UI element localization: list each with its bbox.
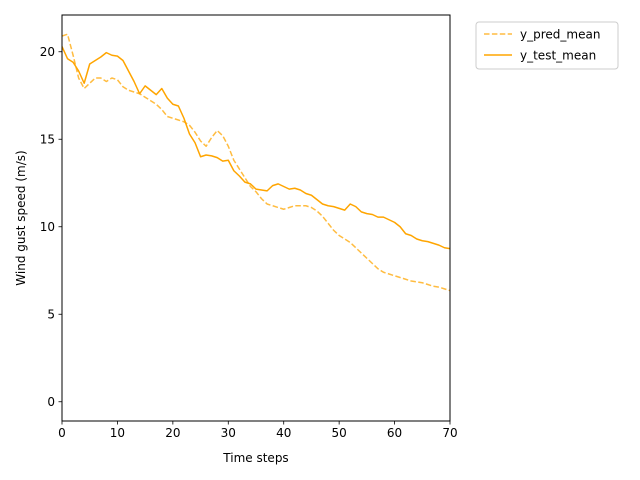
series-line-y_pred_mean bbox=[62, 33, 450, 292]
legend-label: y_pred_mean bbox=[520, 28, 600, 42]
x-tick-label: 60 bbox=[387, 426, 402, 440]
y-tick-label: 10 bbox=[40, 220, 55, 234]
x-tick-label: 30 bbox=[221, 426, 236, 440]
y-tick-label: 20 bbox=[40, 45, 55, 59]
x-tick-label: 50 bbox=[332, 426, 347, 440]
x-axis-ticks: 0 10 20 30 40 50 60 70 bbox=[58, 421, 458, 440]
legend-label: y_test_mean bbox=[520, 49, 596, 63]
y-tick-label: 5 bbox=[47, 308, 55, 322]
legend: y_pred_mean y_test_mean bbox=[475, 21, 619, 70]
x-tick-label: 70 bbox=[442, 426, 457, 440]
x-axis-label: Time steps bbox=[222, 451, 288, 465]
y-axis-label: Wind gust speed (m/s) bbox=[14, 150, 28, 285]
y-tick-label: 15 bbox=[40, 133, 55, 147]
y-axis-ticks: 0 5 10 15 20 bbox=[40, 45, 62, 409]
series-line-y_test_mean bbox=[62, 46, 450, 250]
x-tick-label: 0 bbox=[58, 426, 66, 440]
plot-lines bbox=[62, 33, 450, 292]
y-tick-label: 0 bbox=[47, 395, 55, 409]
x-tick-label: 40 bbox=[276, 426, 291, 440]
x-tick-label: 20 bbox=[165, 426, 180, 440]
plot-frame bbox=[61, 14, 451, 422]
x-tick-label: 10 bbox=[110, 426, 125, 440]
